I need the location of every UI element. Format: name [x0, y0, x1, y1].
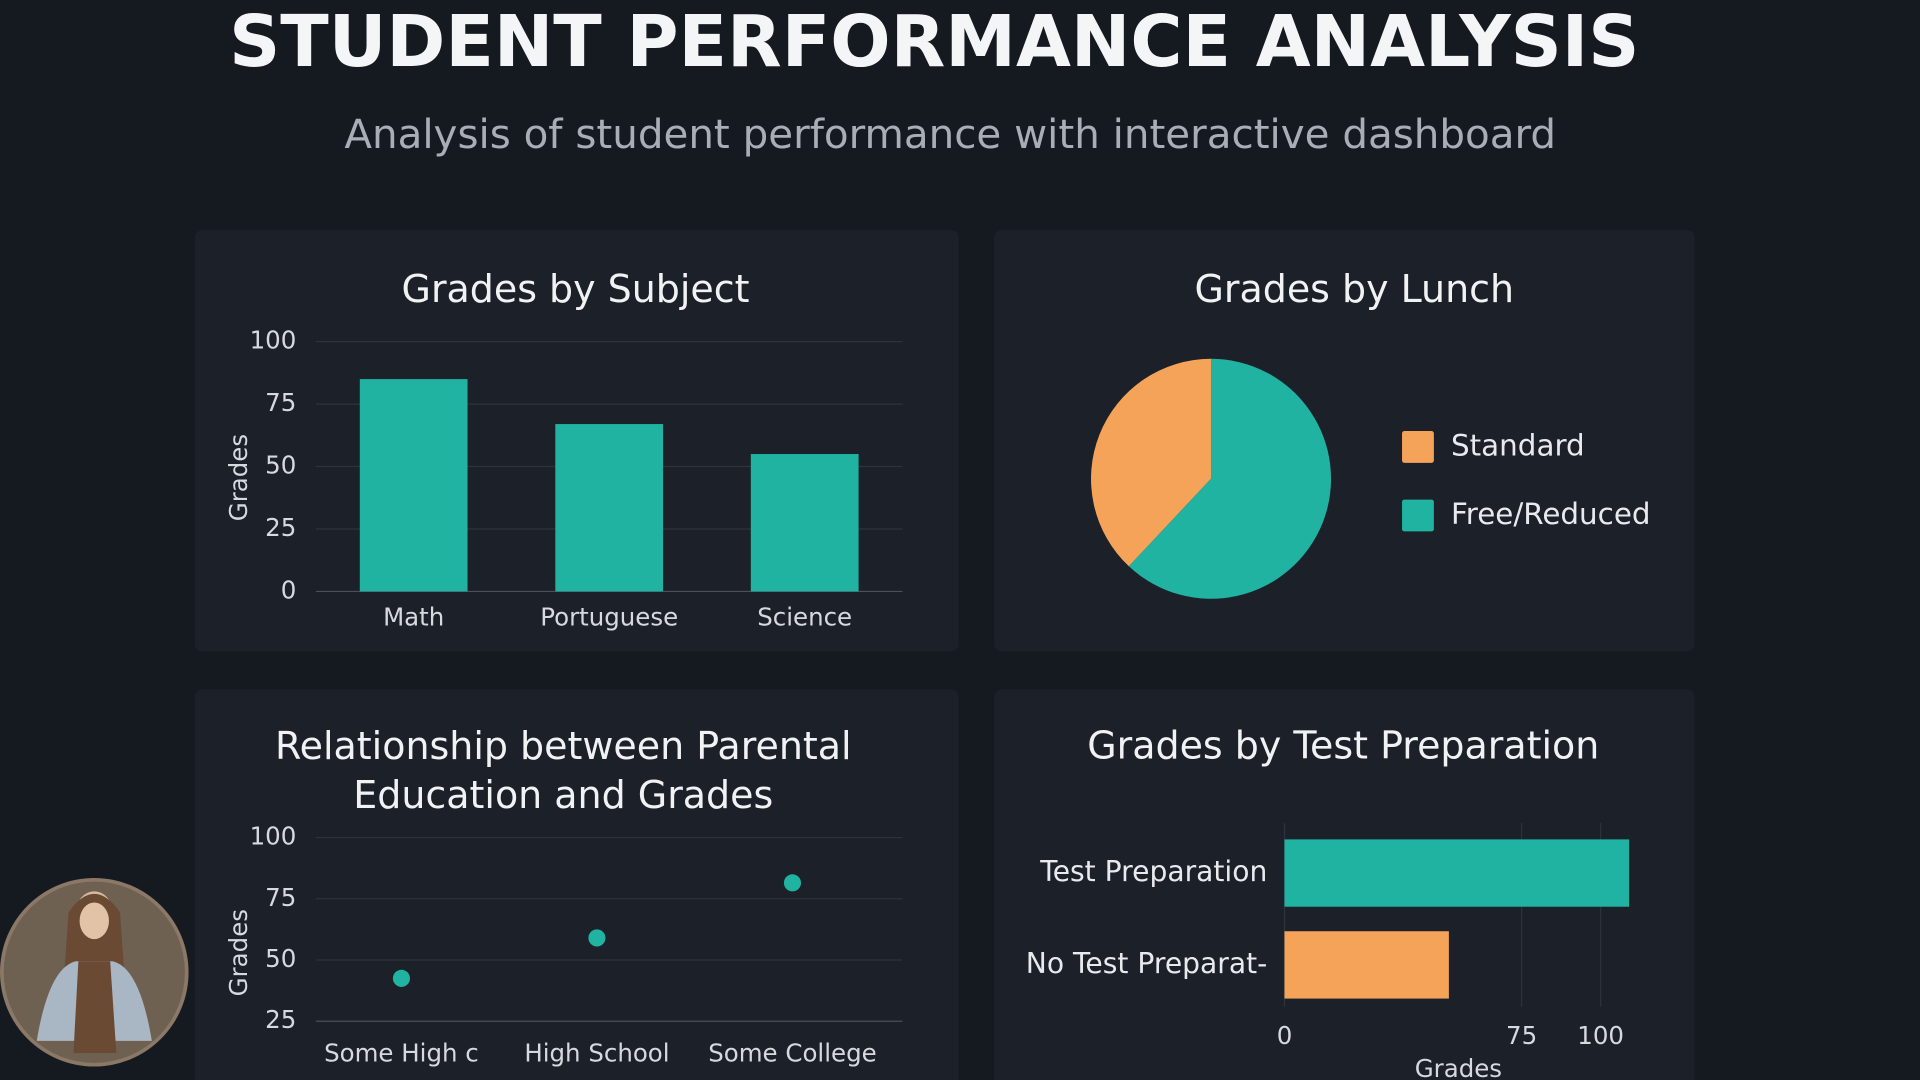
y-tick-label: 100: [250, 822, 297, 851]
bar: [750, 454, 859, 592]
chart-title: Grades by Lunch: [1195, 267, 1515, 311]
y-tick-label: 25: [265, 1005, 296, 1034]
legend-swatch: [1402, 499, 1434, 532]
bar: [1284, 931, 1449, 999]
point: [588, 929, 606, 947]
x-tick-label: High School: [524, 1038, 669, 1067]
webcam: [0, 877, 189, 1067]
y-tick-label: 50: [265, 451, 296, 480]
y-axis-label: Grades: [224, 434, 253, 521]
y-axis-label: Grades: [224, 909, 253, 996]
x-axis-label: Grades: [1415, 1054, 1502, 1080]
pie-slice: [1128, 358, 1332, 599]
point: [392, 969, 410, 987]
y-tick-label: 75: [265, 883, 296, 912]
x-tick-label: 0: [1277, 1021, 1293, 1050]
legend-label: Standard: [1451, 428, 1585, 462]
y-tick-label: 75: [265, 388, 296, 417]
legend-swatch: [1402, 431, 1434, 463]
chart-title: Grades by Test Preparation: [1087, 724, 1599, 768]
y-tick-label: Test Preparation: [1039, 855, 1267, 888]
x-tick-label: Science: [757, 602, 852, 631]
pie-slice: [1091, 358, 1212, 567]
x-tick-label: 100: [1577, 1021, 1624, 1050]
x-tick-label: Some High c: [324, 1038, 479, 1067]
x-tick-label: Some College: [708, 1038, 876, 1067]
y-tick-label: 25: [265, 513, 296, 542]
panel: [194, 689, 959, 1080]
bar: [1284, 839, 1630, 907]
chart-title: Relationship between Parental Education …: [274, 724, 852, 818]
chart-title: Grades by Subject: [402, 267, 750, 311]
bar: [359, 379, 468, 592]
y-tick-label: No Test Preparat-: [1026, 947, 1268, 980]
chart-title-box: Relationship between Parental Education …: [274, 724, 852, 818]
x-tick-label: Portuguese: [540, 602, 678, 631]
x-tick-label: 75: [1506, 1021, 1537, 1050]
page-subtitle: Analysis of student performance with int…: [344, 110, 1556, 158]
y-tick-label: 0: [281, 575, 297, 604]
legend-label: Free/Reduced: [1451, 497, 1651, 531]
y-tick-label: 50: [265, 944, 296, 973]
x-tick-label: Math: [383, 602, 444, 631]
bar: [555, 424, 664, 592]
y-tick-label: 100: [250, 326, 297, 355]
point: [783, 874, 802, 892]
page-title: STUDENT PERFORMANCE ANALYSIS: [229, 0, 1639, 83]
